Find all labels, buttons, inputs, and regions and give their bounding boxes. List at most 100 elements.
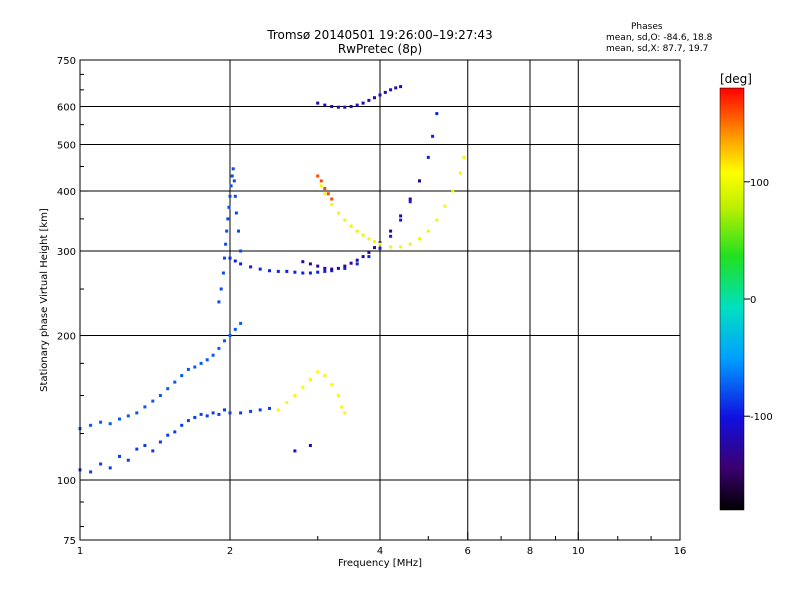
echo-point — [108, 422, 112, 426]
echo-point — [330, 105, 334, 108]
echo-point — [89, 423, 93, 427]
echo-point — [268, 406, 271, 410]
echo-point — [323, 269, 327, 273]
echo-point — [151, 449, 155, 453]
y-tick-label: 200 — [57, 332, 76, 343]
echo-point — [399, 214, 403, 218]
phase-colorbar — [719, 87, 745, 511]
echo-point — [323, 187, 327, 190]
echo-point — [293, 394, 297, 397]
echo-point — [349, 261, 353, 265]
echo-point — [158, 394, 162, 397]
echo-point — [418, 237, 421, 241]
echo-point — [226, 217, 230, 221]
echo-point — [361, 233, 365, 237]
echo-point — [394, 86, 398, 90]
x-tick-label: 4 — [377, 546, 383, 557]
echo-point — [458, 171, 462, 175]
echo-point — [219, 287, 223, 291]
y-tick-label: 300 — [57, 247, 76, 258]
echo-point — [193, 416, 197, 419]
echo-point — [373, 240, 376, 243]
x-tick-label: 6 — [465, 546, 471, 557]
echo-point — [99, 462, 103, 466]
echo-point — [330, 269, 334, 273]
colorbar-tick-label: 100 — [750, 178, 769, 189]
echo-point — [158, 440, 162, 444]
y-tick-label: 600 — [57, 103, 76, 114]
echo-point — [435, 112, 439, 116]
echo-point — [389, 245, 393, 249]
echo-point — [408, 200, 412, 204]
echo-point — [367, 237, 371, 241]
echo-point — [223, 339, 226, 343]
echo-point — [443, 204, 447, 208]
echo-point — [173, 430, 177, 434]
echo-point — [249, 265, 253, 269]
echo-point — [343, 411, 347, 415]
echo-point — [233, 327, 237, 331]
echo-point — [211, 353, 215, 357]
echo-point — [316, 264, 320, 268]
echo-point — [336, 105, 340, 109]
x-tick-label: 16 — [674, 546, 687, 557]
y-tick-label: 100 — [57, 476, 76, 487]
echo-point — [343, 105, 347, 109]
echo-point — [223, 408, 226, 412]
echo-point — [151, 399, 155, 403]
echo-point — [336, 394, 340, 397]
echo-point — [223, 256, 226, 260]
chart-subtitle: RwPretec (8p) — [337, 42, 423, 56]
phase-stats-heading: Phases — [631, 22, 663, 32]
echo-point — [383, 90, 387, 94]
echo-point — [301, 260, 305, 264]
echo-point — [193, 365, 197, 369]
echo-point — [285, 269, 289, 273]
echo-point — [232, 179, 236, 183]
echo-point — [308, 262, 312, 266]
x-tick-label: 10 — [572, 546, 585, 557]
echo-point — [276, 408, 280, 412]
x-tick-label: 1 — [77, 546, 83, 557]
echo-point — [228, 411, 232, 415]
echo-point — [316, 174, 320, 178]
echo-point — [126, 458, 130, 462]
echo-point — [355, 258, 359, 262]
echo-point — [399, 85, 403, 89]
echo-point — [233, 194, 237, 198]
echo-point — [221, 271, 225, 275]
echo-point — [316, 101, 320, 105]
echo-point — [399, 218, 403, 222]
echo-point — [228, 334, 232, 337]
echo-point — [336, 266, 340, 270]
echo-point — [205, 358, 209, 362]
echo-point — [330, 383, 334, 387]
echo-point — [408, 197, 412, 201]
echo-point — [224, 242, 228, 246]
echo-point — [143, 405, 147, 409]
echo-point — [349, 224, 353, 228]
y-tick-label: 500 — [57, 141, 76, 152]
echo-point — [126, 414, 130, 418]
echo-point — [323, 266, 327, 270]
echo-point — [323, 192, 327, 196]
echo-point — [378, 246, 382, 250]
echo-point — [186, 419, 190, 423]
echo-point — [276, 269, 280, 273]
y-tick-label: 750 — [57, 56, 76, 67]
echo-point — [143, 444, 147, 447]
echo-point — [319, 179, 323, 183]
echo-point — [361, 255, 365, 259]
echo-point — [308, 378, 312, 381]
echo-point — [349, 105, 353, 108]
echo-point — [355, 262, 359, 266]
y-tick-label: 75 — [63, 536, 76, 547]
echo-point — [89, 470, 93, 474]
phase-stats-x-mode: mean, sd,X: 87.7, 19.7 — [606, 44, 709, 54]
echo-point — [217, 412, 221, 416]
echo-point — [340, 405, 344, 409]
echo-point — [373, 96, 376, 100]
echo-point — [343, 266, 347, 270]
echo-point — [323, 103, 327, 107]
